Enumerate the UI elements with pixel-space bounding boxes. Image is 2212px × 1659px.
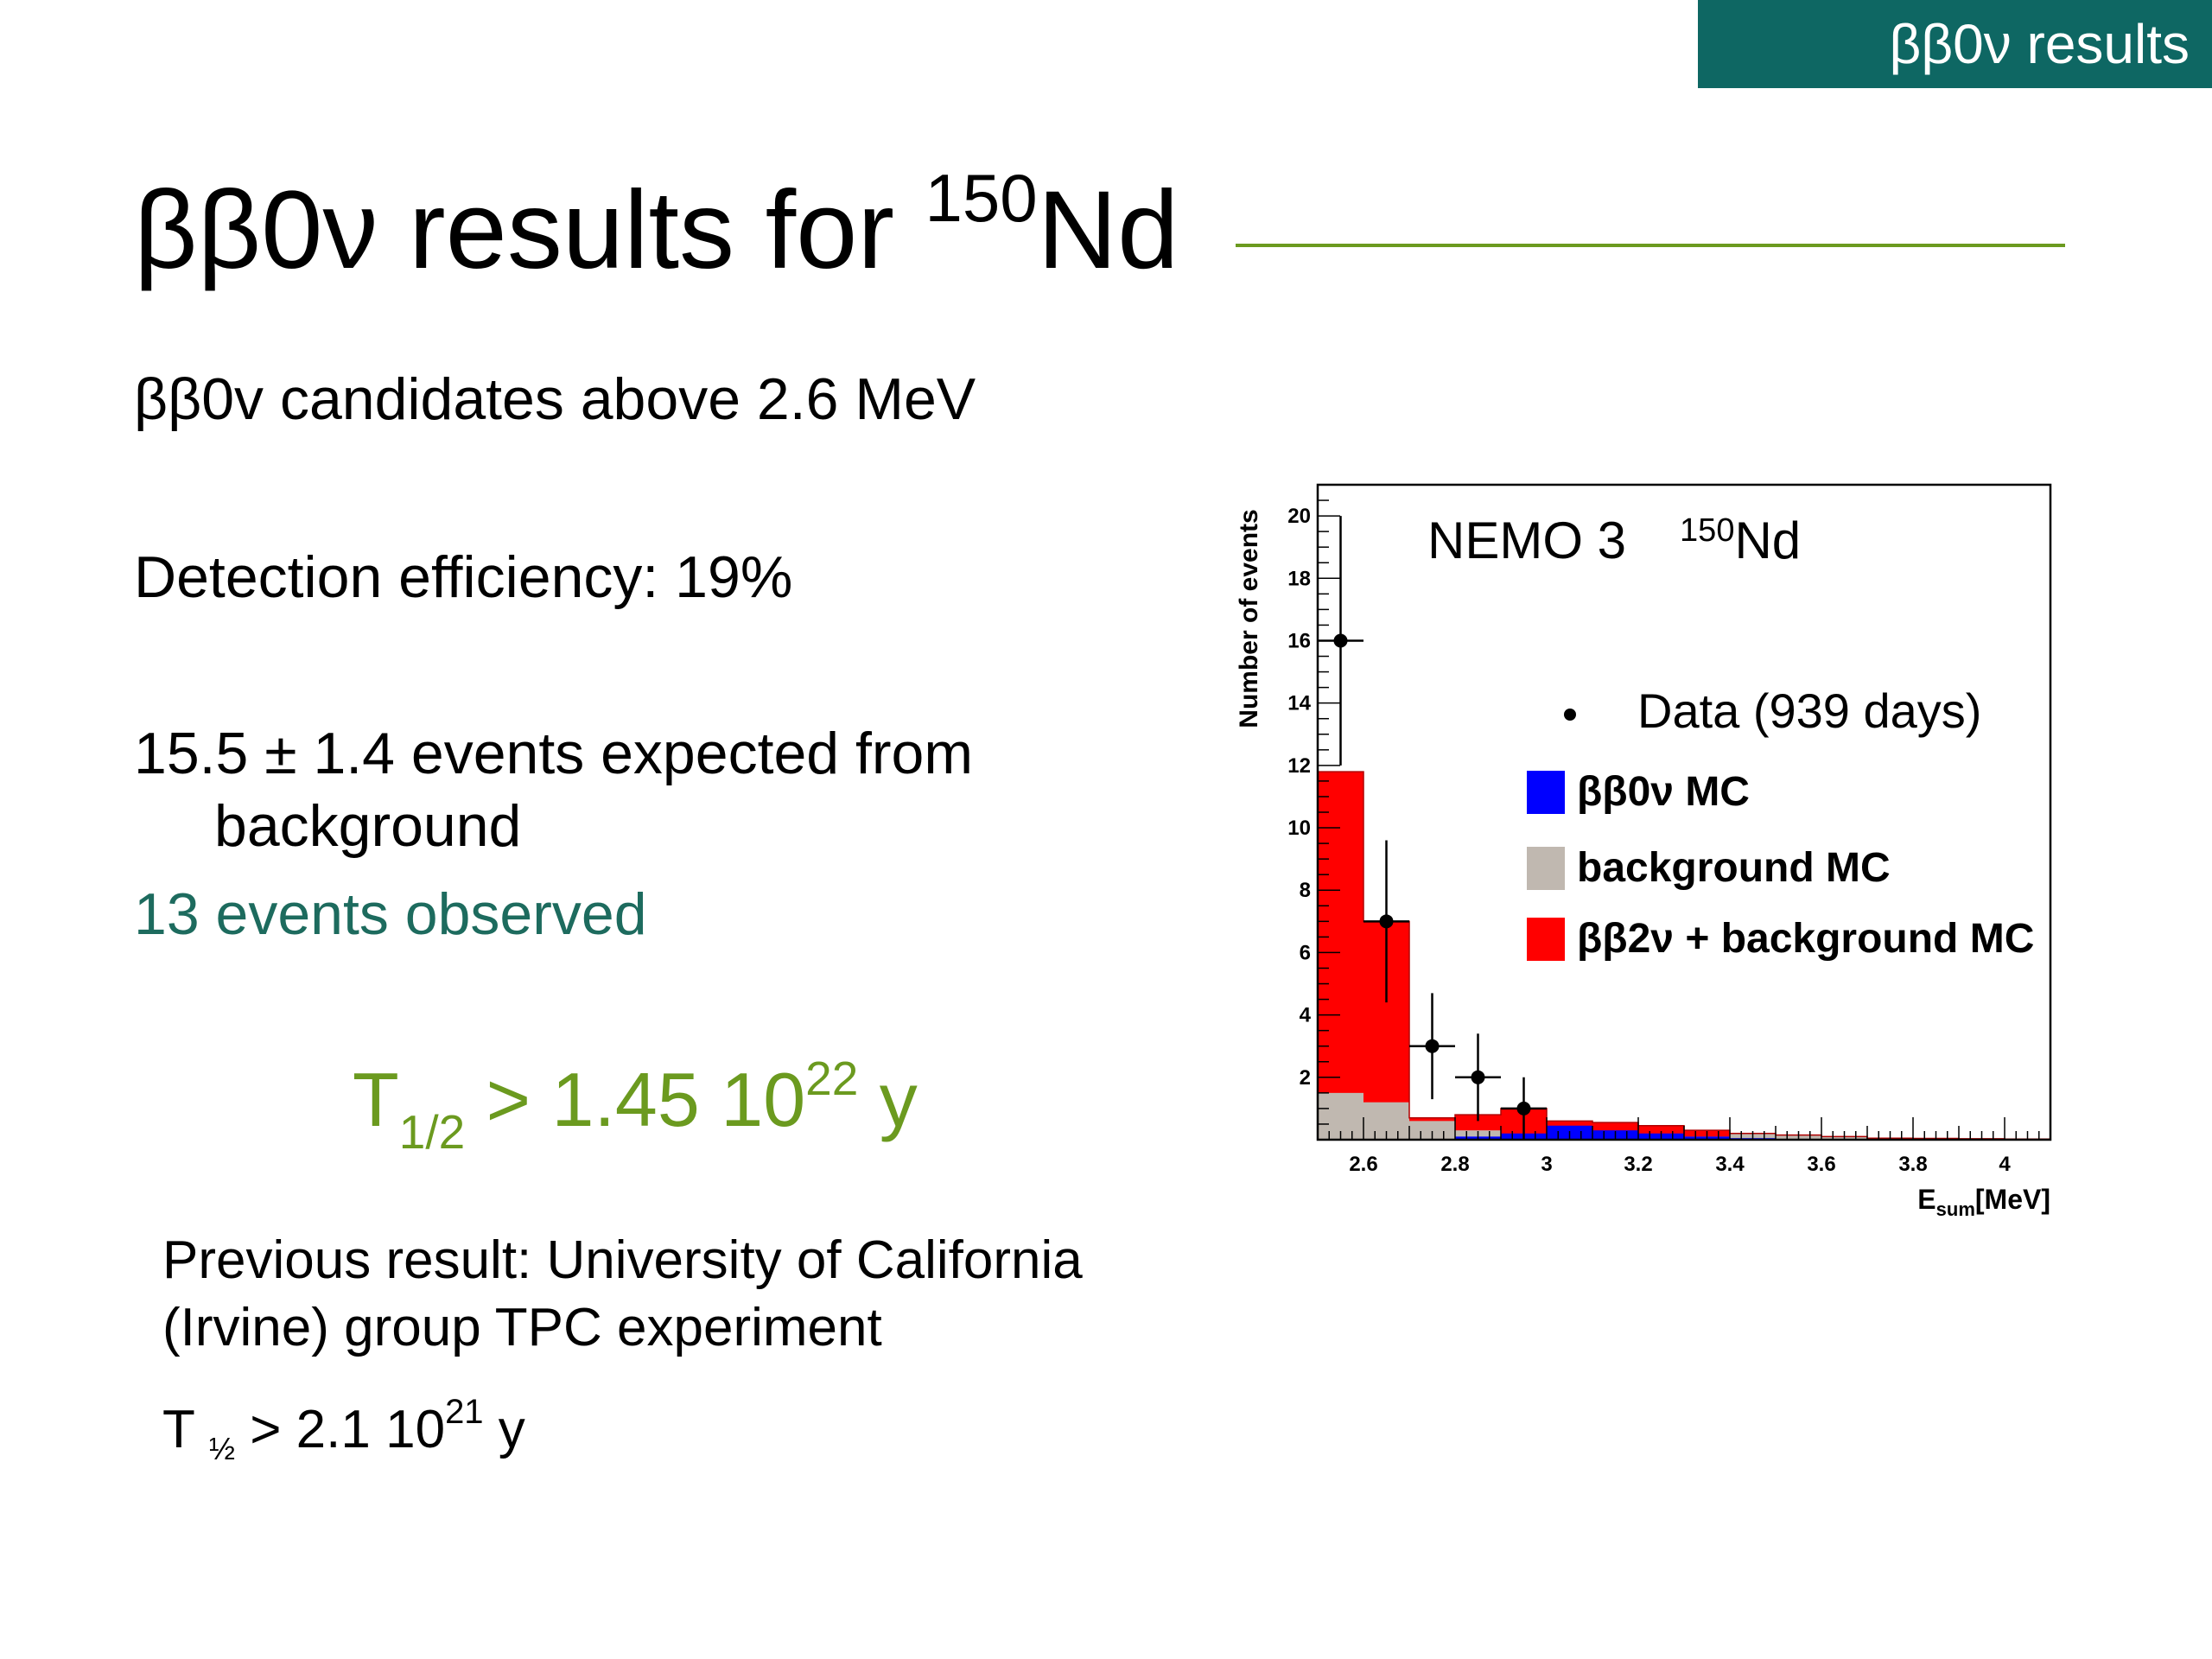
x-axis-label: Esum[MeV] [1917,1184,2050,1220]
slide-title: ββ0ν results for 150Nd [134,164,1179,297]
data-point [1425,1039,1440,1053]
bb2v-plus-background-bar [1318,772,1363,1140]
candidates-text: ββ0v candidates above 2.6 MeV [134,366,976,432]
x-axis-label-main: E [1917,1184,1936,1215]
x-tick-label: 3 [1541,1153,1552,1176]
data-point [1379,914,1394,929]
prev-limit-mid: > 2.1 10 [235,1400,446,1459]
observed-text: 13 events observed [134,881,647,947]
title-rule [1236,244,2065,247]
legend-bb2v-swatch [1527,918,1565,961]
data-point [1333,633,1348,648]
previous-limit: T ½ > 2.1 1021 y [162,1395,525,1465]
chart-title-mass: 150 [1680,512,1734,549]
limit-sub: 1/2 [398,1105,466,1159]
efficiency-text: Detection efficiency: 19% [134,544,793,610]
y-tick-label: 8 [1300,879,1311,902]
chart-title-main: NEMO 3 [1427,512,1626,569]
limit-unit: y [858,1057,918,1142]
chart-title-symbol: Nd [1734,512,1801,569]
expected-text-continued: background [214,793,522,859]
section-tab: ββ0ν results [1698,0,2212,88]
previous-result-text: Previous result: University of Californi… [162,1230,1083,1290]
previous-result-text-continued: (Irvine) group TPC experiment [162,1298,882,1357]
x-tick-label: 3.8 [1898,1153,1927,1176]
x-tick-label: 4 [1999,1153,2011,1176]
y-tick-label: 4 [1300,1004,1312,1027]
prev-limit-exp: 21 [445,1393,484,1431]
legend-data-marker [1564,709,1576,721]
y-tick-label: 10 [1287,817,1311,840]
x-axis-label-sub: sum [1936,1198,1975,1220]
half-life-limit: T1/2 > 1.45 1022 y [353,1052,918,1156]
limit-exp: 22 [805,1052,859,1105]
x-tick-label: 2.8 [1440,1153,1469,1176]
data-point [1516,1101,1531,1116]
expected-text: 15.5 ± 1.4 events expected from [134,721,973,786]
legend-bb2v-label: ββ2ν + background MC [1577,916,2034,962]
energy-spectrum-chart: 2 4 6 8 10 12 14 16 18 20 2.6 2.8 3 3.2 3.4 3.6 3.8 4 Numb… [1235,483,2052,1220]
y-tick-label: 18 [1287,567,1311,590]
prev-limit-sub: ½ [208,1431,236,1466]
limit-mid: > 1.45 10 [465,1057,806,1142]
y-tick-label: 16 [1287,629,1311,652]
y-tick-label: 2 [1300,1066,1311,1090]
x-tick-label: 2.6 [1349,1153,1377,1176]
y-tick-label: 6 [1300,941,1311,964]
title-isotope-mass: 150 [925,160,1038,236]
title-text: ββ0ν results for [134,168,925,292]
y-tick-label: 12 [1287,754,1311,778]
x-tick-label: 3.6 [1807,1153,1835,1176]
x-tick-label: 3.2 [1624,1153,1652,1176]
prev-limit-prefix: T [162,1400,209,1459]
legend-bb0v-swatch [1527,771,1565,814]
legend-bb0v-label: ββ0ν MC [1577,769,1750,815]
y-tick-label: 14 [1287,692,1311,715]
limit-prefix: T [353,1057,399,1142]
plot-area [1318,485,2050,1140]
legend-data-label: Data (939 days) [1637,683,1981,738]
x-axis-label-unit: [MeV] [1975,1184,2050,1215]
legend-background-swatch [1527,847,1565,890]
title-isotope-symbol: Nd [1037,168,1179,292]
x-tick-label: 3.4 [1715,1153,1745,1176]
prev-limit-unit: y [483,1400,525,1459]
data-point [1471,1070,1485,1084]
chart-title: NEMO 3 150Nd [1427,512,1801,569]
legend-background-label: background MC [1577,845,1891,891]
y-tick-label: 20 [1287,505,1311,528]
y-axis-label: Number of events [1235,509,1263,728]
